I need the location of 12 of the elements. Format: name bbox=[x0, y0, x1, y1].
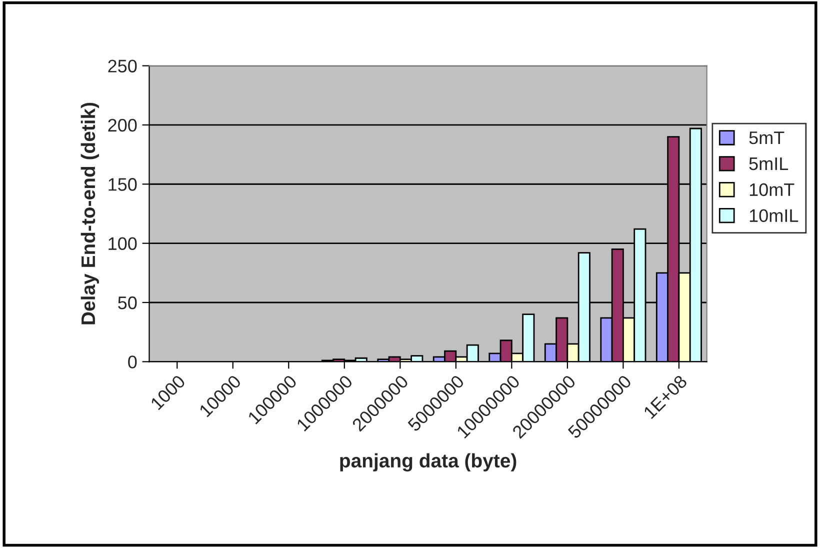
y-tick-label: 150 bbox=[108, 178, 137, 191]
legend-label: 5mT bbox=[749, 132, 784, 144]
y-tick-label: 100 bbox=[108, 237, 137, 250]
y-tick-label: 250 bbox=[108, 60, 137, 72]
legend-label: 5mIL bbox=[749, 158, 788, 170]
y-axis-title: Delay End-to-end (detik) bbox=[80, 102, 99, 324]
legend-label: 10mT bbox=[750, 183, 794, 196]
x-axis-title: panjang data (byte) bbox=[340, 453, 516, 472]
y-tick-label: 50 bbox=[118, 296, 137, 310]
y-tick-label: 200 bbox=[108, 118, 137, 132]
legend-label: 10mIL bbox=[750, 209, 798, 222]
y-tick-label: 0 bbox=[128, 356, 137, 368]
